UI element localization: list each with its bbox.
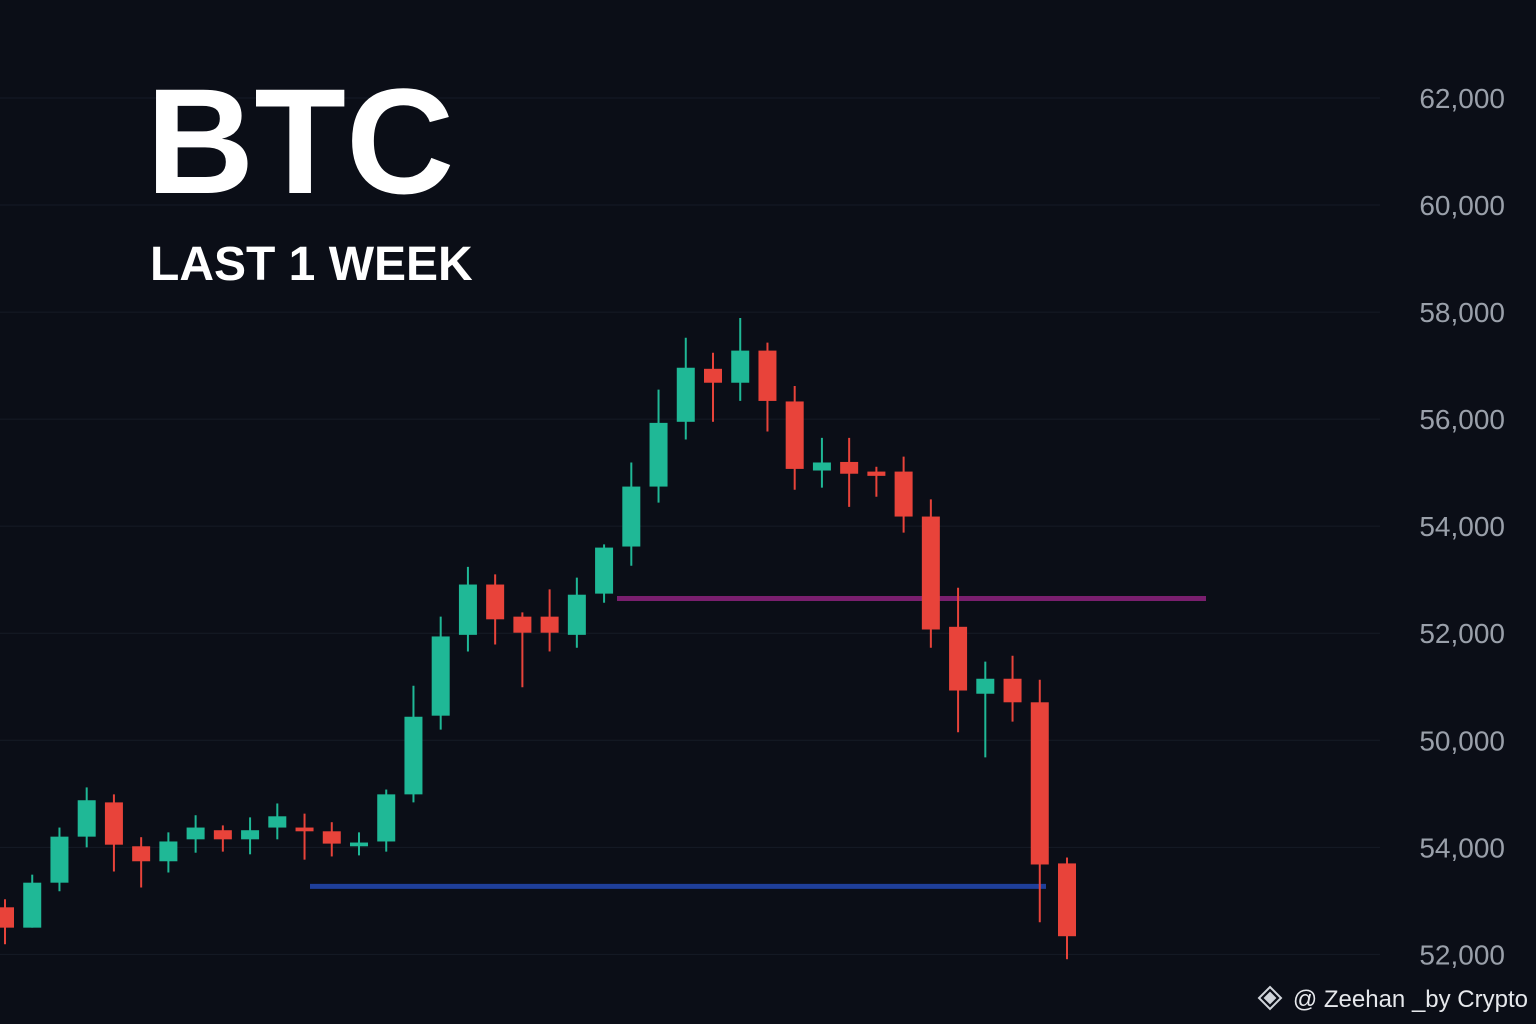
watermark: @ Zeehan _by Crypto	[1293, 986, 1528, 1013]
candle-body	[377, 794, 396, 842]
candle-body	[758, 350, 777, 401]
candle-body	[350, 842, 368, 847]
candle-body	[241, 830, 260, 840]
candle-body	[921, 516, 940, 630]
y-tick-label: 56,000	[1419, 404, 1505, 435]
candle-body	[104, 802, 123, 845]
chart-title: BTC	[146, 57, 454, 225]
reference-lines	[310, 595, 1206, 889]
candle-body	[1058, 863, 1076, 937]
candle-body	[513, 616, 532, 633]
candle-body	[50, 836, 69, 883]
candle-body	[649, 422, 668, 487]
candle-body	[595, 547, 614, 594]
candle-body	[404, 716, 423, 795]
candle-body	[486, 584, 505, 620]
y-tick-label: 50,000	[1419, 725, 1505, 756]
candle-body	[458, 584, 477, 635]
candle-body	[676, 367, 695, 422]
candle-body	[785, 401, 804, 469]
chart-subtitle: LAST 1 WEEK	[150, 238, 473, 291]
y-tick-label: 54,000	[1419, 511, 1505, 542]
candle-body	[976, 678, 995, 694]
candle-body	[622, 486, 641, 547]
y-tick-label: 52,000	[1419, 618, 1505, 649]
candle-body	[840, 461, 859, 474]
candle-body	[186, 827, 205, 840]
grid	[0, 97, 1380, 955]
candle-body	[1030, 702, 1049, 865]
y-tick-label: 52,000	[1419, 939, 1505, 970]
candle-body	[295, 827, 314, 832]
candle-body	[431, 636, 450, 716]
candle-body	[540, 616, 559, 633]
candle-body	[949, 626, 968, 691]
candle-body	[1003, 678, 1022, 703]
candles	[0, 317, 1076, 960]
candle-body	[894, 471, 913, 517]
candle-body	[322, 831, 341, 844]
y-tick-label: 62,000	[1419, 83, 1505, 114]
candle-body	[812, 462, 831, 471]
y-tick-label: 54,000	[1419, 832, 1505, 863]
candle-body	[268, 816, 287, 828]
candle-body	[0, 907, 14, 928]
candle-body	[132, 846, 151, 862]
candle-body	[731, 350, 750, 383]
y-tick-label: 60,000	[1419, 190, 1505, 221]
candle-body	[213, 830, 232, 840]
candle-body	[23, 882, 42, 928]
candle-body	[567, 594, 586, 635]
candle-body	[159, 841, 178, 862]
y-axis: 62,000 60,000 58,000 56,000 54,000 52,000 50,0…	[1419, 83, 1505, 970]
candle-body	[867, 471, 886, 476]
candle-body	[77, 800, 96, 837]
candle-body	[704, 368, 722, 383]
y-tick-label: 58,000	[1419, 297, 1505, 328]
watermark-logo	[1257, 985, 1283, 1011]
